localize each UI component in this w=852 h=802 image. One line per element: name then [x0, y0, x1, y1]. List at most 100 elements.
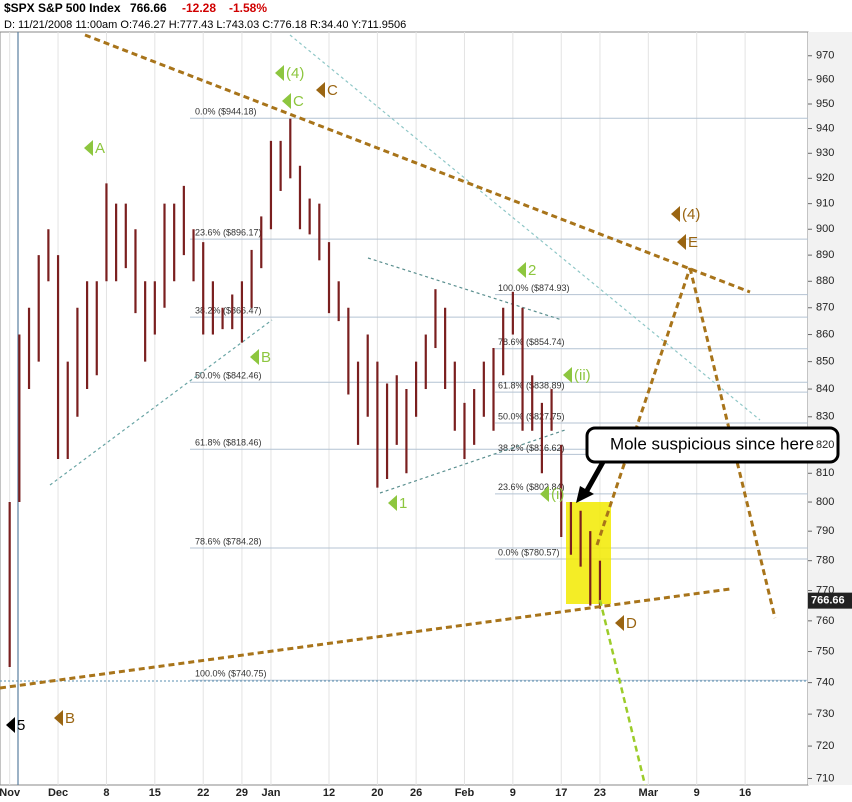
wave-marker: [677, 234, 686, 250]
wave-marker: [250, 349, 259, 365]
wave-label: (i): [551, 486, 564, 503]
y-tick-label: 740: [816, 677, 834, 689]
y-tick-label: 840: [816, 383, 834, 395]
trendline: [595, 267, 692, 546]
x-tick-label: 26: [410, 787, 422, 799]
y-tick-label: 940: [816, 122, 834, 134]
wave-marker: [671, 206, 680, 222]
wave-label: (4): [682, 206, 700, 223]
trendline: [598, 599, 647, 786]
fib-label: 100.0% ($740.75): [195, 669, 267, 679]
wave-label: 2: [528, 262, 536, 279]
y-tick-label: 890: [816, 249, 834, 261]
y-tick-label: 850: [816, 356, 834, 368]
last-price-label: 766.66: [811, 595, 845, 607]
x-tick-label: 9: [694, 787, 700, 799]
fib-label: 78.6% ($854.74): [498, 337, 565, 347]
fib-label: 23.6% ($896.17): [195, 227, 262, 237]
wave-marker: [615, 615, 624, 631]
wave-marker: [54, 710, 63, 726]
axes: 7107207307407507607707807908008108208308…: [0, 50, 852, 799]
wave-label: (4): [286, 65, 304, 82]
x-tick-label: 16: [739, 787, 751, 799]
y-axis-area: [808, 32, 852, 785]
header: $SPX S&P 500 Index 766.66 -12.28 -1.58% …: [4, 1, 406, 31]
y-tick-label: 810: [816, 467, 834, 479]
wave-label: (ii): [574, 367, 591, 384]
fib-label: 38.2% ($866.47): [195, 306, 262, 316]
y-tick-label: 750: [816, 645, 834, 657]
callout-text: Mole suspicious since here: [610, 434, 814, 453]
y-tick-label: 720: [816, 740, 834, 752]
highlight-box: [566, 502, 611, 604]
last-price-tag: [808, 592, 852, 609]
y-tick-label: 730: [816, 708, 834, 720]
wave-marker: [6, 717, 15, 733]
info-line: D: 11/21/2008 11:00am O:746.27 H:777.43 …: [4, 19, 406, 31]
change-pct: -1.58%: [229, 1, 267, 15]
fib-label: 38.2% ($816.62): [498, 443, 565, 453]
wave-label: B: [65, 710, 75, 727]
trendline: [0, 587, 731, 690]
y-tick-label: 830: [816, 411, 834, 423]
change: -12.28: [182, 1, 216, 15]
fib-label: 100.0% ($874.93): [498, 283, 570, 293]
y-tick-label: 860: [816, 328, 834, 340]
wave-marker: [84, 140, 93, 156]
price-bars: [8, 118, 602, 668]
wave-marker: [563, 367, 572, 383]
callout: Mole suspicious since here: [576, 426, 840, 503]
x-tick-label: Jan: [261, 787, 280, 799]
x-tick-label: 8: [103, 787, 109, 799]
wave-marker: [275, 65, 284, 81]
fib-label: 78.6% ($784.28): [195, 536, 262, 546]
callout-arrowhead: [576, 486, 594, 503]
callout-box: [585, 426, 840, 464]
x-tick-label: 22: [197, 787, 209, 799]
y-tick-label: 870: [816, 302, 834, 314]
y-tick-label: 920: [816, 172, 834, 184]
x-tick-label: 15: [149, 787, 161, 799]
y-tick-label: 960: [816, 74, 834, 86]
wave-marker: [316, 82, 325, 98]
wave-label: A: [95, 140, 105, 157]
fib-label: 23.6% ($802.84): [498, 482, 565, 492]
wave-label: E: [688, 234, 698, 251]
fib-label: 0.0% ($780.57): [498, 547, 560, 557]
wave-marker: [540, 486, 549, 502]
trendline: [289, 34, 761, 421]
y-tick-label: 780: [816, 555, 834, 567]
x-tick-label: 12: [323, 787, 335, 799]
fib-label: 50.0% ($842.46): [195, 371, 262, 381]
wave-label: C: [327, 82, 338, 99]
y-tick-label: 900: [816, 223, 834, 235]
trendline: [84, 33, 751, 294]
wave-marker: [282, 93, 291, 109]
y-tick-label: 970: [816, 50, 834, 62]
fib-label: 61.8% ($818.46): [195, 438, 262, 448]
wave-marker: [517, 262, 526, 278]
y-tick-label: 800: [816, 496, 834, 508]
trendlines: [0, 32, 808, 785]
y-tick-label: 760: [816, 615, 834, 627]
wave-label: 5: [17, 717, 25, 734]
wave-label: B: [261, 349, 271, 366]
callout-arrow: [582, 460, 606, 496]
trendline: [379, 429, 566, 494]
x-tick-label: 23: [594, 787, 606, 799]
x-tick-label: Mar: [639, 787, 659, 799]
trendline: [367, 257, 563, 321]
x-tick-label: Feb: [455, 787, 475, 799]
x-tick-label: 9: [510, 787, 516, 799]
title: $SPX S&P 500 Index: [4, 1, 121, 15]
x-tick-label: 20: [371, 787, 383, 799]
wave-label: 1: [399, 495, 407, 512]
last-price: 766.66: [130, 1, 167, 15]
x-tick-label: 29: [236, 787, 248, 799]
y-tick-label: 710: [816, 772, 834, 784]
wave-label: C: [293, 93, 304, 110]
x-tick-label: Nov: [0, 787, 21, 799]
y-tick-label: 820: [816, 439, 834, 451]
x-tick-label: Dec: [48, 787, 68, 799]
